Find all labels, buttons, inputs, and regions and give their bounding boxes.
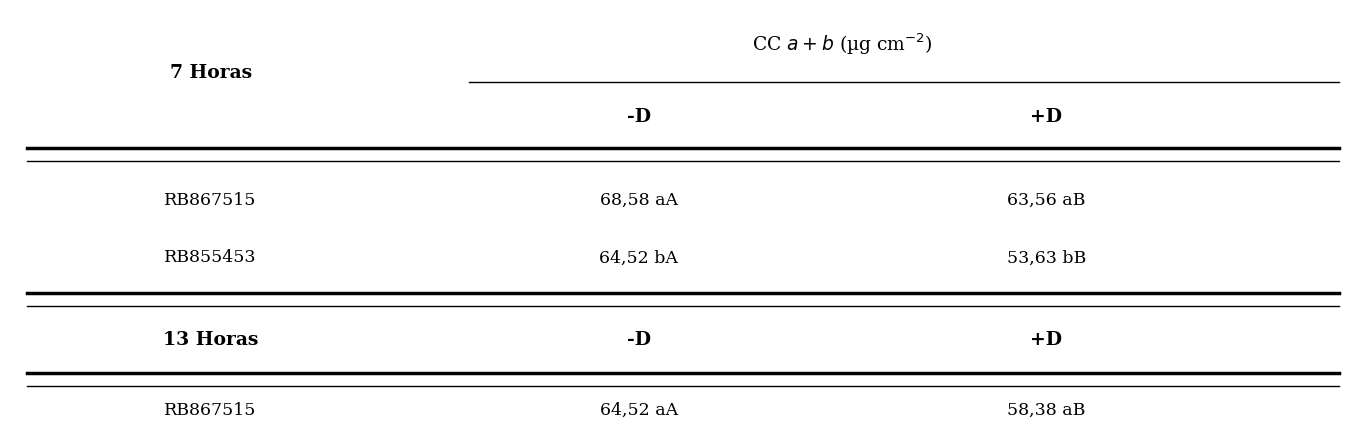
Text: 63,56 aB: 63,56 aB [1007,192,1086,209]
Text: 68,58 aA: 68,58 aA [599,192,678,209]
Text: 13 Horas: 13 Horas [163,331,258,348]
Text: 64,52 bA: 64,52 bA [599,250,678,266]
Text: +D: +D [1030,331,1063,348]
Text: -D: -D [626,108,651,126]
Text: 53,63 bB: 53,63 bB [1007,250,1086,266]
Text: RB855453: RB855453 [164,250,257,266]
Text: CC $\mathit{a+b}$ (µg cm$^{-2}$): CC $\mathit{a+b}$ (µg cm$^{-2}$) [753,31,932,57]
Text: 64,52 aA: 64,52 aA [599,402,678,419]
Text: 58,38 aB: 58,38 aB [1007,402,1086,419]
Text: RB867515: RB867515 [164,192,257,209]
Text: RB867515: RB867515 [164,402,257,419]
Text: -D: -D [626,331,651,348]
Text: +D: +D [1030,108,1063,126]
Text: 7 Horas: 7 Horas [170,64,251,82]
